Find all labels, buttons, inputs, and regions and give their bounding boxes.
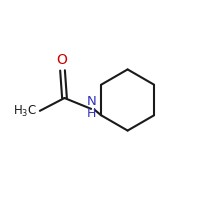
Text: O: O (57, 53, 68, 67)
Text: H: H (86, 107, 96, 120)
Text: H$_3$C: H$_3$C (13, 104, 37, 119)
Text: N: N (86, 95, 96, 108)
